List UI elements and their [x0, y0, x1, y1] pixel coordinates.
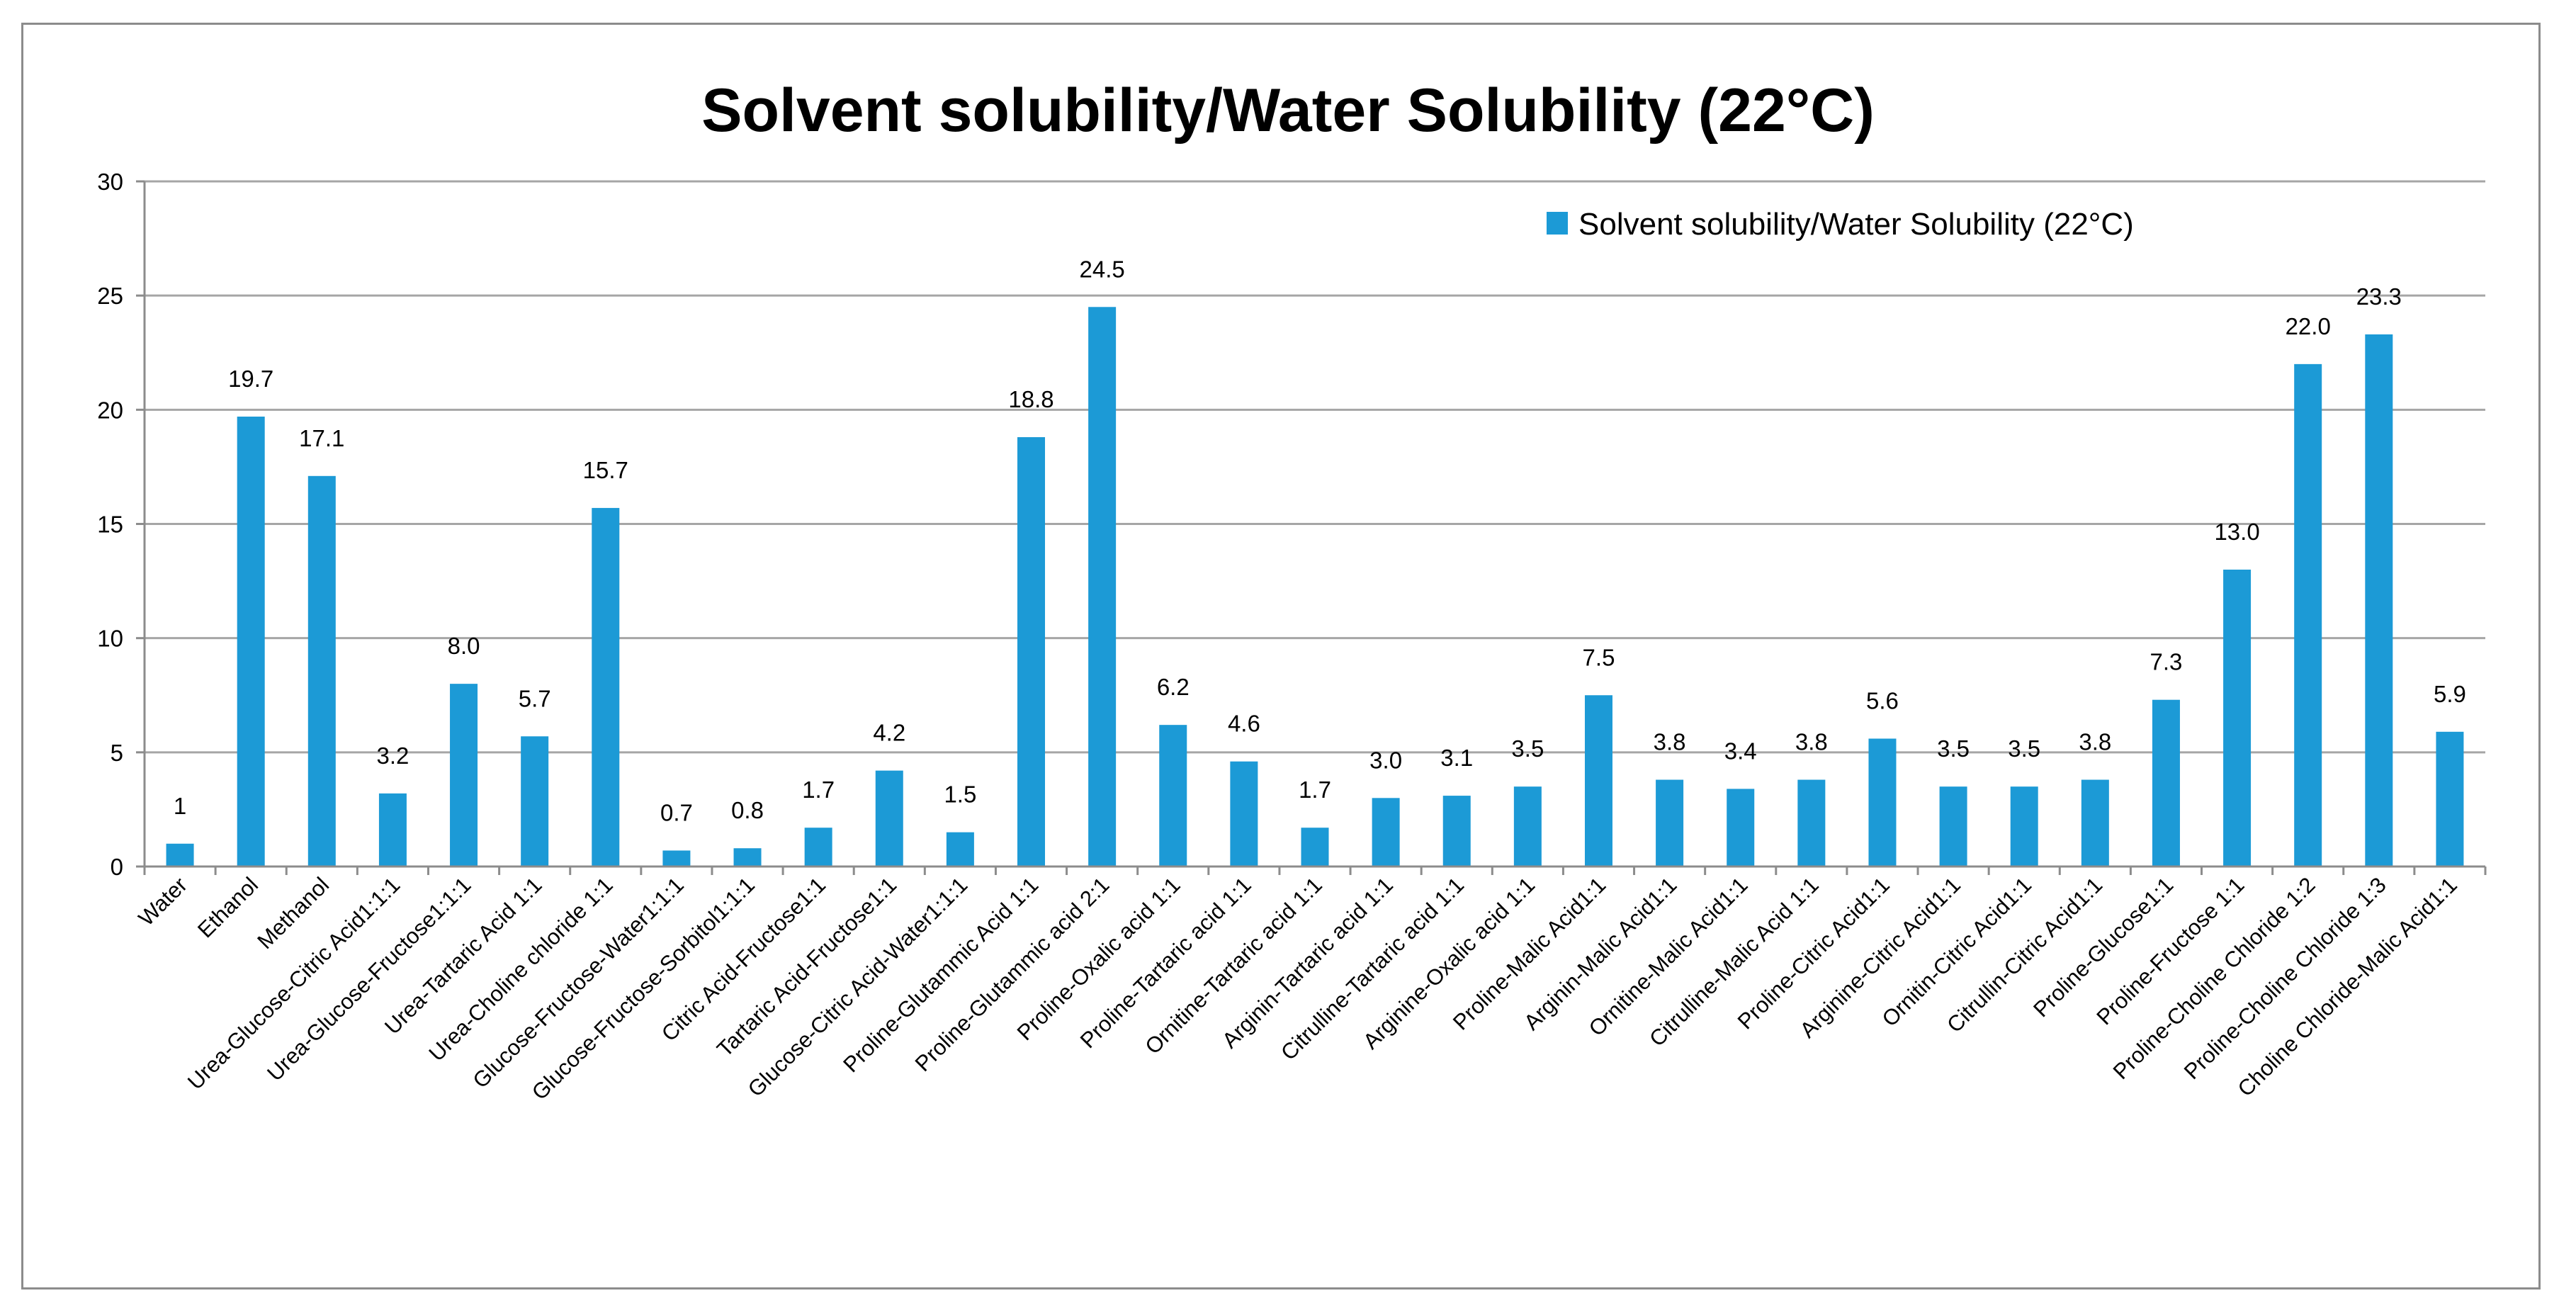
bar — [1159, 725, 1187, 867]
bar — [1797, 779, 1826, 867]
y-tick-label: 20 — [97, 397, 123, 423]
bar — [1513, 786, 1542, 867]
chart-title: Solvent solubility/Water Solubility (22°… — [701, 77, 1875, 145]
data-label: 5.6 — [1866, 687, 1899, 713]
x-tick-label: Water — [134, 872, 192, 930]
bar — [1727, 789, 1755, 867]
data-label: 13.0 — [2214, 519, 2259, 545]
bar — [875, 770, 903, 867]
bar — [2436, 731, 2464, 867]
bar — [733, 848, 762, 867]
value-labels: 1 19.7 17.1 3.2 8.0 5.7 15.7 0.7 0.8 1.7 4.2 1.5 18.… — [174, 256, 2466, 825]
y-tick-label: 10 — [97, 626, 123, 652]
bar — [450, 684, 478, 867]
bar — [2152, 699, 2180, 867]
chart-frame — [21, 23, 2541, 1289]
data-label: 15.7 — [583, 457, 628, 483]
data-label: 3.0 — [1369, 747, 1402, 773]
bars — [166, 307, 2464, 867]
data-label: 3.1 — [1440, 745, 1473, 771]
bar — [1301, 828, 1329, 867]
bar — [1017, 437, 1046, 867]
bar — [2010, 786, 2038, 867]
data-label: 17.1 — [299, 425, 344, 451]
y-tick-label: 25 — [97, 283, 123, 309]
bar — [1372, 798, 1400, 867]
data-label: 1.5 — [944, 781, 976, 808]
bar — [1584, 695, 1612, 867]
bar — [1088, 307, 1117, 867]
data-label: 3.2 — [376, 743, 409, 769]
y-axis-ticks: 0 5 10 15 20 25 30 — [97, 169, 145, 880]
data-label: 4.2 — [873, 720, 905, 746]
data-label: 24.5 — [1080, 256, 1125, 282]
axes — [143, 181, 2487, 875]
bar — [592, 507, 620, 867]
bar — [378, 793, 407, 867]
data-label: 1.7 — [802, 777, 835, 803]
data-label: 3.5 — [2008, 735, 2040, 762]
data-label: 22.0 — [2286, 313, 2331, 339]
data-label: 7.3 — [2150, 649, 2183, 675]
gridlines — [145, 180, 2485, 754]
data-label: 3.5 — [1511, 735, 1544, 762]
bar — [1656, 779, 1684, 867]
bar — [307, 475, 336, 867]
data-label: 0.7 — [660, 799, 693, 825]
bar — [1868, 738, 1897, 867]
data-label: 6.2 — [1157, 674, 1190, 700]
bar — [1442, 796, 1471, 867]
data-label: 5.9 — [2434, 681, 2466, 707]
bar — [1230, 761, 1258, 867]
bar — [804, 828, 832, 867]
x-tick-label: Proline-Glucose1:1 — [2028, 872, 2178, 1022]
data-label: 3.8 — [1654, 729, 1686, 755]
bar — [946, 832, 974, 867]
y-tick-label: 0 — [111, 854, 123, 880]
bar — [521, 736, 549, 867]
x-tick-label: Ethanol — [193, 872, 263, 942]
data-label: 7.5 — [1583, 644, 1615, 670]
data-label: 3.8 — [1795, 729, 1828, 755]
data-label: 0.8 — [731, 797, 764, 823]
legend-swatch — [1547, 212, 1568, 235]
data-label: 18.8 — [1008, 386, 1053, 412]
data-label: 3.4 — [1724, 738, 1757, 764]
legend: Solvent solubility/Water Solubility (22°… — [1547, 207, 2134, 242]
bar — [2294, 363, 2322, 867]
data-label: 3.5 — [1937, 735, 1970, 762]
bar — [2081, 779, 2109, 867]
bar — [166, 843, 194, 867]
y-tick-label: 5 — [111, 740, 123, 766]
y-tick-label: 30 — [97, 169, 123, 195]
data-label: 1.7 — [1299, 777, 1331, 803]
data-label: 1 — [174, 793, 186, 819]
data-label: 3.8 — [2079, 729, 2111, 755]
data-label: 19.7 — [228, 366, 273, 392]
bar — [237, 417, 265, 867]
y-tick-label: 15 — [97, 512, 123, 538]
bar — [2223, 569, 2252, 867]
bar — [2365, 334, 2393, 867]
bar — [1939, 786, 1967, 867]
data-label: 23.3 — [2356, 283, 2402, 310]
bar — [662, 850, 691, 867]
data-label: 5.7 — [519, 685, 551, 711]
data-label: 4.6 — [1228, 711, 1260, 737]
data-label: 8.0 — [448, 633, 480, 659]
legend-label: Solvent solubility/Water Solubility (22°… — [1578, 207, 2134, 242]
x-axis-category-labels: Water EthanolMethanolUrea-Glucose-Citric … — [134, 872, 2462, 1105]
